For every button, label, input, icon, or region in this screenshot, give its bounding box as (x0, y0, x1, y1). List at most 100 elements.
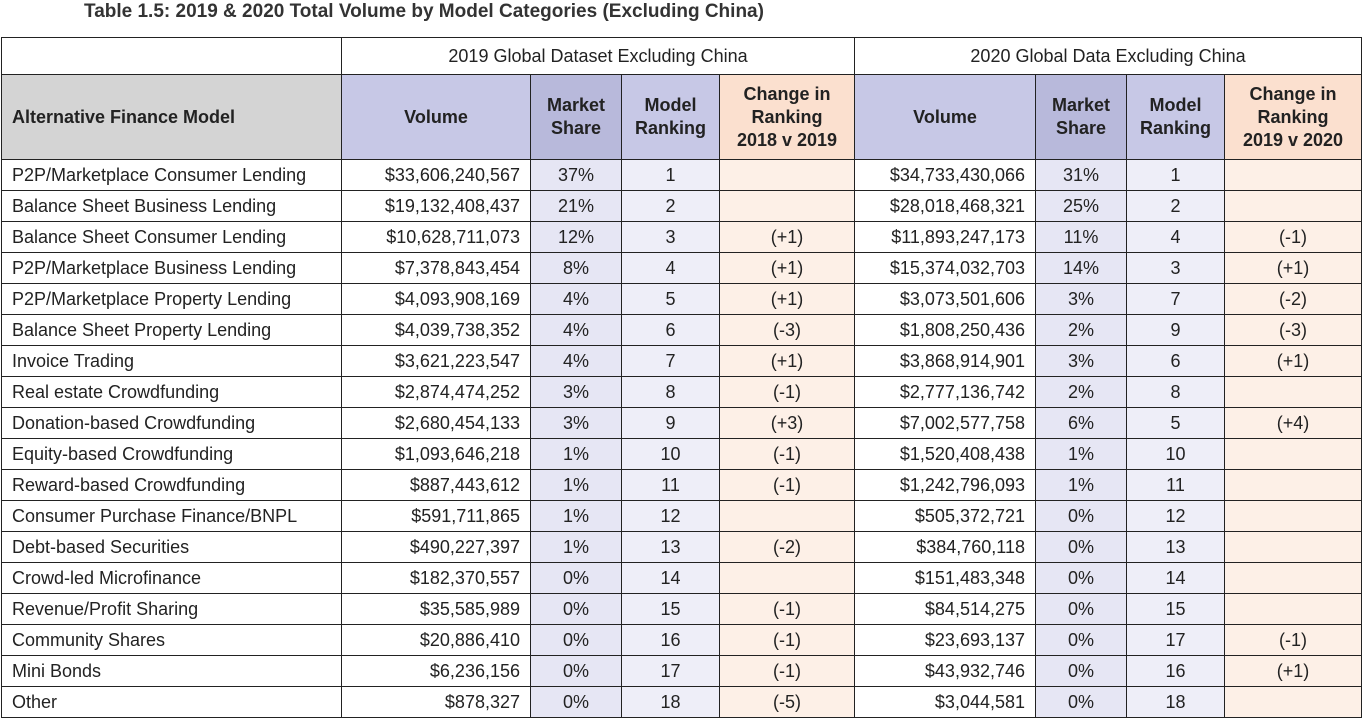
cell-rank-2019: 8 (621, 376, 720, 408)
cell-share-2019: 21% (530, 190, 622, 222)
cell-volume-2019: $35,585,989 (341, 593, 531, 625)
cell-share-2020: 0% (1035, 593, 1128, 625)
cell-share-2019: 3% (530, 407, 622, 439)
cell-volume-2020: $1,242,796,093 (854, 469, 1037, 501)
table-row: Balance Sheet Property Lending $4,039,738… (1, 314, 1362, 346)
cell-share-2019: 1% (530, 438, 622, 470)
cell-rank-2019: 1 (621, 159, 720, 191)
header-change-2019: Change in Ranking 2018 v 2019 (718, 74, 856, 160)
cell-share-2020: 2% (1035, 376, 1128, 408)
cell-change-2020 (1224, 593, 1362, 625)
cell-volume-2020: $384,760,118 (854, 531, 1037, 563)
table-row: P2P/Marketplace Property Lending $4,093,9… (1, 283, 1362, 315)
cell-change-2019: (+1) (718, 345, 856, 377)
cell-rank-2020: 15 (1126, 593, 1226, 625)
cell-share-2019: 0% (530, 593, 622, 625)
cell-rank-2020: 11 (1126, 469, 1226, 501)
cell-volume-2019: $19,132,408,437 (341, 190, 531, 222)
cell-volume-2020: $34,733,430,066 (854, 159, 1037, 191)
table-row: Other $878,327 0% 18 (-5) $3,044,581 0% 18 (1, 686, 1362, 718)
cell-change-2019: (+1) (718, 221, 856, 253)
cell-volume-2020: $15,374,032,703 (854, 252, 1037, 284)
cell-change-2019: (-2) (718, 531, 856, 563)
cell-rank-2019: 6 (621, 314, 720, 346)
cell-rank-2020: 12 (1126, 500, 1226, 532)
cell-rank-2020: 16 (1126, 655, 1226, 687)
cell-share-2020: 0% (1035, 655, 1128, 687)
cell-rank-2019: 17 (621, 655, 720, 687)
cell-model: P2P/Marketplace Consumer Lending (1, 159, 342, 191)
cell-volume-2019: $2,874,474,252 (341, 376, 531, 408)
cell-share-2019: 12% (530, 221, 622, 253)
cell-model: Community Shares (1, 624, 342, 656)
cell-change-2020: (-2) (1224, 283, 1362, 315)
cell-volume-2020: $1,520,408,438 (854, 438, 1037, 470)
cell-share-2019: 0% (530, 655, 622, 687)
cell-share-2020: 14% (1035, 252, 1128, 284)
cell-rank-2019: 12 (621, 500, 720, 532)
cell-change-2019: (-1) (718, 624, 856, 656)
cell-volume-2020: $3,044,581 (854, 686, 1037, 718)
group-header-2019: 2019 Global Dataset Excluding China (340, 37, 856, 75)
table-row: Equity-based Crowdfunding $1,093,646,218 1… (1, 438, 1362, 470)
cell-share-2020: 0% (1035, 500, 1128, 532)
cell-change-2019: (-1) (718, 655, 856, 687)
cell-rank-2019: 15 (621, 593, 720, 625)
table-row: Debt-based Securities $490,227,397 1% 13 (-2… (1, 531, 1362, 563)
cell-change-2019: (-3) (718, 314, 856, 346)
cell-volume-2019: $878,327 (341, 686, 531, 718)
cell-share-2020: 2% (1035, 314, 1128, 346)
cell-change-2019: (+1) (718, 283, 856, 315)
cell-model: P2P/Marketplace Business Lending (1, 252, 342, 284)
cell-volume-2019: $887,443,612 (341, 469, 531, 501)
cell-volume-2019: $10,628,711,073 (341, 221, 531, 253)
cell-model: Crowd-led Microfinance (1, 562, 342, 594)
cell-share-2020: 11% (1035, 221, 1128, 253)
volume-table: 2019 Global Dataset Excluding China 2020… (1, 37, 1362, 718)
table-row: Donation-based Crowdfunding $2,680,454,13… (1, 407, 1362, 439)
header-volume-2019: Volume (341, 74, 531, 160)
table-row: Balance Sheet Consumer Lending $10,628,71… (1, 221, 1362, 253)
cell-model: Debt-based Securities (1, 531, 342, 563)
cell-change-2020: (+1) (1224, 345, 1362, 377)
cell-change-2020 (1224, 500, 1362, 532)
cell-model: Revenue/Profit Sharing (1, 593, 342, 625)
cell-rank-2019: 2 (621, 190, 720, 222)
cell-change-2020 (1224, 376, 1362, 408)
header-change-2020: Change in Ranking 2019 v 2020 (1224, 74, 1362, 160)
table-row: Real estate Crowdfunding $2,874,474,252 3%… (1, 376, 1362, 408)
table-row: Balance Sheet Business Lending $19,132,40… (1, 190, 1362, 222)
cell-change-2020 (1224, 469, 1362, 501)
cell-rank-2020: 7 (1126, 283, 1226, 315)
cell-change-2020 (1224, 562, 1362, 594)
cell-share-2020: 0% (1035, 531, 1128, 563)
cell-volume-2020: $23,693,137 (854, 624, 1037, 656)
cell-change-2019: (-1) (718, 376, 856, 408)
cell-rank-2020: 18 (1126, 686, 1226, 718)
cell-change-2020: (+1) (1224, 655, 1362, 687)
cell-rank-2019: 16 (621, 624, 720, 656)
cell-rank-2019: 14 (621, 562, 720, 594)
cell-rank-2020: 9 (1126, 314, 1226, 346)
cell-change-2020: (+1) (1224, 252, 1362, 284)
cell-share-2019: 1% (530, 500, 622, 532)
cell-rank-2020: 2 (1126, 190, 1226, 222)
cell-rank-2019: 11 (621, 469, 720, 501)
cell-share-2020: 1% (1035, 469, 1128, 501)
cell-share-2019: 0% (530, 562, 622, 594)
cell-model: Balance Sheet Business Lending (1, 190, 342, 222)
cell-share-2019: 1% (530, 531, 622, 563)
cell-rank-2020: 3 (1126, 252, 1226, 284)
cell-change-2019: (-1) (718, 593, 856, 625)
cell-share-2020: 25% (1035, 190, 1128, 222)
cell-rank-2020: 10 (1126, 438, 1226, 470)
table-row: P2P/Marketplace Business Lending $7,378,8… (1, 252, 1362, 284)
cell-change-2019: (-1) (718, 438, 856, 470)
cell-rank-2020: 1 (1126, 159, 1226, 191)
cell-share-2020: 0% (1035, 686, 1128, 718)
cell-volume-2019: $1,093,646,218 (341, 438, 531, 470)
header-share-2019: Market Share (530, 74, 622, 160)
cell-rank-2020: 17 (1126, 624, 1226, 656)
table-row: Reward-based Crowdfunding $887,443,612 1% 1… (1, 469, 1362, 501)
cell-share-2019: 0% (530, 686, 622, 718)
